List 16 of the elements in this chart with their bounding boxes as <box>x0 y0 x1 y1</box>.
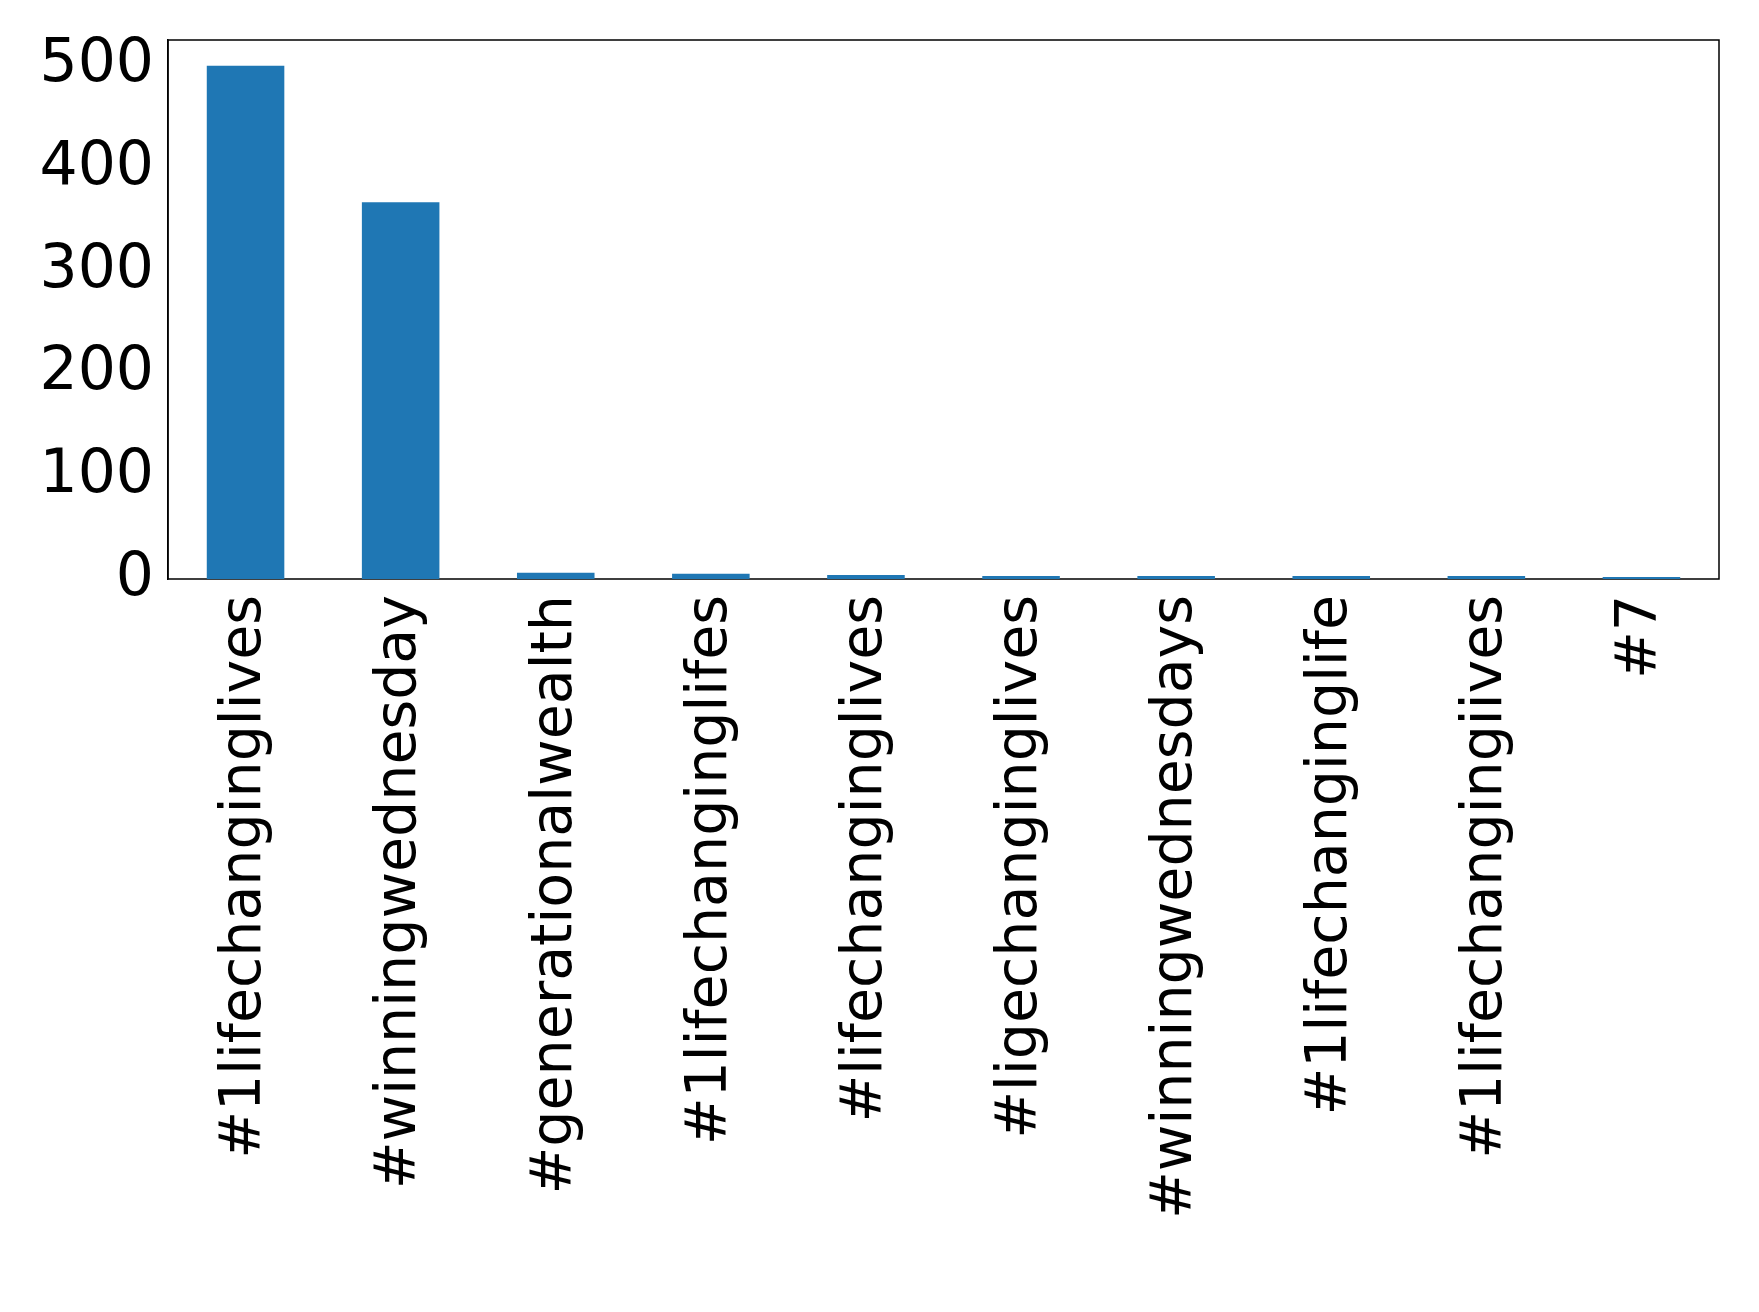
y-tick-label: 500 <box>39 25 154 96</box>
y-tick-label: 300 <box>39 230 154 301</box>
y-tick-label: 100 <box>39 435 154 506</box>
y-tick-label: 400 <box>39 127 154 198</box>
x-tick-label: #generationalwealth <box>517 595 584 1195</box>
x-tick-label: #lifechanginglives <box>827 595 894 1123</box>
x-tick-label: #1lifechanginglives <box>207 595 274 1159</box>
x-tick-label: #1lifechangingiives <box>1448 595 1515 1159</box>
x-tick-label: #1lifechanginglife <box>1293 595 1360 1116</box>
x-tick-label: #winningwednesdays <box>1137 595 1204 1219</box>
x-tick-label: #winningwednesday <box>362 595 429 1190</box>
x-tick-label: #1lifechanginglifes <box>672 595 739 1146</box>
x-tick-label: #ligechanginglives <box>982 595 1049 1139</box>
y-tick-label: 0 <box>115 538 154 609</box>
x-tick-label: #7 <box>1603 595 1670 680</box>
y-tick-label: 200 <box>39 333 154 404</box>
